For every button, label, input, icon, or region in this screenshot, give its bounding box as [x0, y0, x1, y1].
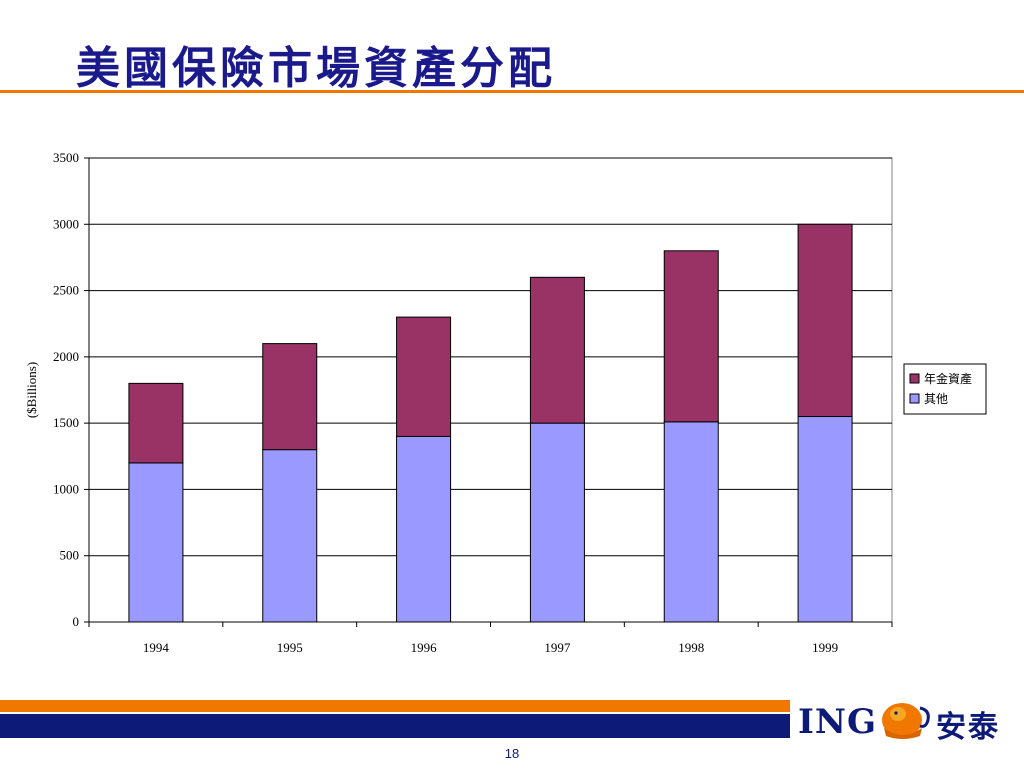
bar-segment-annuity [128, 382, 184, 464]
legend-label: 其他 [924, 392, 948, 406]
legend-swatch [909, 393, 920, 404]
bar-segment-other [663, 421, 719, 623]
lion-icon [882, 703, 930, 739]
legend-label: 年金資產 [924, 371, 972, 386]
plot-border [88, 157, 893, 623]
y-tick-label: 1000 [53, 481, 79, 496]
y-tick-label: 2500 [53, 283, 79, 298]
y-axis-label: ($Billions) [24, 362, 39, 418]
y-tick-label: 0 [73, 614, 80, 629]
page-number: 18 [504, 746, 520, 761]
x-tick-label: 1997 [544, 640, 571, 655]
company-logo: ING 安泰 [796, 696, 1016, 746]
bar-segment-other [128, 462, 184, 623]
y-tick-label: 3500 [53, 150, 79, 165]
y-tick-label: 500 [60, 548, 80, 563]
logo-brand-text: ING [798, 702, 878, 742]
x-tick-label: 1996 [411, 640, 438, 655]
y-tick-label: 3000 [53, 216, 79, 231]
bar-segment-other [797, 416, 853, 623]
x-tick-label: 1998 [678, 640, 704, 655]
x-tick-label: 1995 [277, 640, 303, 655]
slide-title: 美國保險市場資產分配 [76, 43, 556, 94]
stacked-bar-chart: 0 500 1000 1500 2000 2500 3000 3500 1994 1995 1996… [24, 150, 987, 655]
bar-segment-other [262, 449, 318, 623]
x-tick-label: 1994 [143, 640, 170, 655]
logo-chinese-text: 安泰 [936, 710, 1000, 745]
x-tick-label: 1999 [812, 640, 838, 655]
bar-segment-other [396, 435, 452, 623]
footer-navy-bar [0, 714, 790, 738]
bar-segment-annuity [797, 223, 853, 418]
plot-area: 0 500 1000 1500 2000 2500 3000 3500 1994 1995 1996… [53, 150, 893, 655]
bar-segment-other [529, 422, 585, 623]
title-divider [0, 90, 1024, 93]
y-tick-label: 2000 [53, 349, 79, 364]
footer-orange-bar [0, 700, 790, 712]
bar-segment-annuity [663, 250, 719, 423]
bar-segment-annuity [529, 276, 585, 424]
bar-segment-annuity [396, 316, 452, 437]
bar-segment-annuity [262, 343, 318, 451]
y-tick-label: 1500 [53, 415, 79, 430]
legend-swatch [909, 373, 920, 384]
legend-box [903, 363, 987, 415]
